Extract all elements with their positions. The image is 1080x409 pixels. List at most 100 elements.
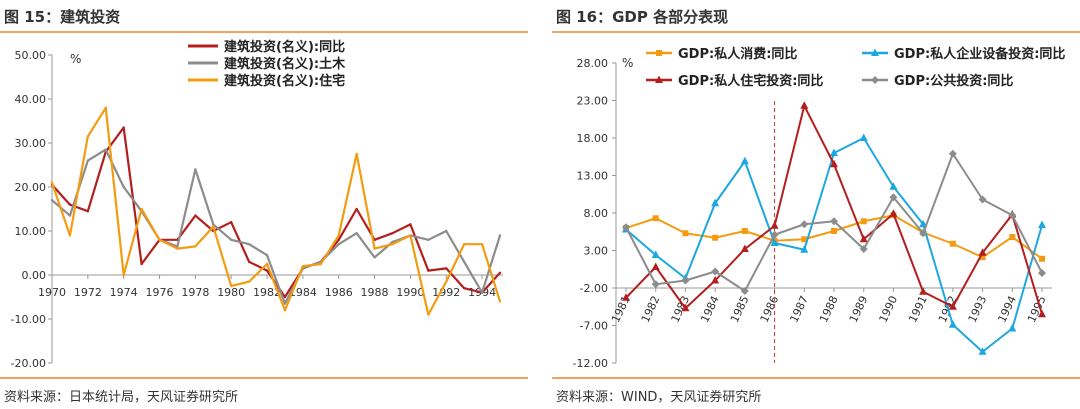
left-panel-title: 图 15：建筑投资 xyxy=(4,8,121,26)
x-tick-label: 1991 xyxy=(906,294,930,325)
data-point xyxy=(770,221,779,229)
x-tick-label: 1986 xyxy=(325,286,353,299)
data-point xyxy=(194,168,197,171)
x-tick-label: 1982 xyxy=(253,286,281,299)
data-point xyxy=(445,229,448,233)
data-point xyxy=(337,234,340,237)
data-point xyxy=(86,135,90,138)
data-point xyxy=(655,75,663,83)
data-point xyxy=(409,234,412,237)
y-tick-label: 8.00 xyxy=(584,207,609,220)
y-tick-label: 40.00 xyxy=(15,93,47,106)
x-tick-label: 1970 xyxy=(38,286,66,299)
y-tick-label: 28.00 xyxy=(577,57,609,70)
data-point xyxy=(978,248,987,256)
data-point xyxy=(830,159,838,168)
data-point xyxy=(194,245,197,248)
data-point xyxy=(283,302,287,305)
data-point xyxy=(445,280,448,283)
data-point xyxy=(319,262,322,266)
y-unit-label: % xyxy=(70,52,81,66)
x-tick-label: 1990 xyxy=(396,286,424,299)
data-point xyxy=(140,207,143,211)
legend-label: 建筑投资(名义):住宅 xyxy=(224,73,345,89)
data-point xyxy=(830,217,838,226)
data-point xyxy=(681,276,690,285)
x-tick-label: 1992 xyxy=(432,286,460,299)
y-tick-label: 50.00 xyxy=(15,49,47,62)
data-point xyxy=(498,271,502,274)
data-point xyxy=(247,280,251,283)
data-point xyxy=(740,244,749,252)
data-point xyxy=(301,265,305,268)
x-tick-label: 1993 xyxy=(966,294,990,325)
x-tick-label: 1980 xyxy=(217,286,245,299)
data-point xyxy=(355,207,358,211)
data-point xyxy=(86,210,90,213)
data-point xyxy=(122,185,125,189)
data-point xyxy=(68,203,72,206)
data-point xyxy=(212,225,215,228)
y-tick-label: 0.00 xyxy=(22,269,47,282)
data-point xyxy=(740,156,749,165)
gdp-components-chart: 28.00 23.00 18.00 13.00 8.00 3.00 -2.00 -7.00 -1… xyxy=(573,46,1066,370)
data-point xyxy=(1009,234,1016,240)
y-tick-label: -7.00 xyxy=(580,320,608,333)
data-point xyxy=(800,245,809,253)
data-point xyxy=(355,232,358,235)
data-point xyxy=(230,221,233,224)
x-tick-label: 1990 xyxy=(877,294,901,325)
data-point xyxy=(462,260,466,263)
data-point xyxy=(712,234,719,241)
series-line-3 xyxy=(625,104,1043,315)
data-point xyxy=(871,48,879,56)
data-point xyxy=(176,245,179,248)
right-source-note: 资料来源：WIND，天风证券研究所 xyxy=(556,390,762,405)
data-point xyxy=(122,273,125,277)
data-point xyxy=(176,247,179,250)
data-point xyxy=(355,152,358,156)
data-point xyxy=(427,238,430,241)
data-point xyxy=(919,229,928,238)
data-point xyxy=(859,245,868,253)
data-point xyxy=(265,262,269,266)
y-tick-label: 20.00 xyxy=(15,181,47,194)
data-point xyxy=(622,293,630,301)
x-tick-label: 1988 xyxy=(817,294,841,325)
data-point xyxy=(1008,324,1017,332)
data-point xyxy=(711,267,720,276)
x-tick-label: 1987 xyxy=(787,294,811,325)
data-point xyxy=(462,287,466,290)
data-point xyxy=(1039,255,1045,262)
legend-label: GDP:私人企业设备投资:同比 xyxy=(894,46,1065,62)
y-tick-label: 13.00 xyxy=(577,170,609,183)
data-point xyxy=(889,193,898,202)
data-point xyxy=(50,181,54,184)
x-tick-label: 1974 xyxy=(110,286,138,299)
data-point xyxy=(194,214,197,217)
data-point xyxy=(1038,269,1046,277)
data-point xyxy=(978,195,987,204)
data-point xyxy=(656,50,662,56)
x-tick-label: 1984 xyxy=(289,286,317,299)
right-panel: 图 16：GDP 各部分表现 28.00 23.00 18.00 13.00 8.00 3… xyxy=(552,0,1080,409)
data-point xyxy=(409,223,412,226)
data-point xyxy=(770,238,779,246)
data-point xyxy=(480,291,484,294)
data-point xyxy=(741,228,748,234)
data-point xyxy=(860,218,867,225)
data-point xyxy=(445,267,448,270)
data-point xyxy=(651,280,660,289)
y-tick-label: 30.00 xyxy=(15,137,47,150)
y-tick-label: 10.00 xyxy=(15,225,47,238)
data-point xyxy=(68,234,72,237)
data-point xyxy=(801,236,808,243)
data-point xyxy=(948,302,957,310)
data-point xyxy=(948,320,957,328)
data-point xyxy=(871,76,879,84)
legend-label: GDP:私人住宅投资:同比 xyxy=(678,73,823,89)
data-point xyxy=(427,269,430,272)
data-point xyxy=(740,287,749,295)
data-point xyxy=(949,240,956,247)
data-point xyxy=(391,232,394,235)
